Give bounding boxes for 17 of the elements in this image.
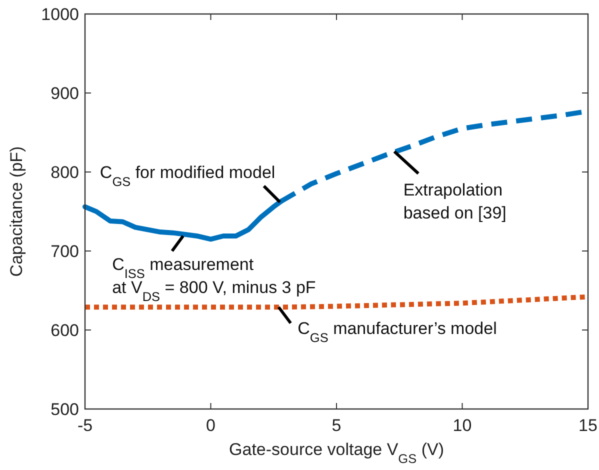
y-axis-title: Capacitance (pF): [7, 146, 26, 277]
annotation: C$_{ISS}$ measurement at V$_{DS}$ = 800 V, minus 3 pF: [112, 254, 316, 304]
x-tick-label: 5: [332, 416, 342, 435]
annotation: C$_{GS}$ for modified model: [100, 163, 276, 189]
annotation: C$_{GS}$ manufacturer’s model: [298, 319, 497, 345]
x-tick-label: 15: [578, 416, 598, 435]
x-tick-label: 10: [452, 416, 472, 435]
annotation: Extrapolation based on [39]: [403, 180, 506, 222]
x-tick-label: 0: [206, 416, 216, 435]
y-tick-label: 900: [50, 84, 79, 103]
y-tick-label: 700: [50, 242, 79, 261]
y-tick-label: 1000: [41, 5, 79, 24]
x-axis-title: Gate-source voltage V$_{GS}$ (V): [229, 440, 444, 466]
y-tick-label: 600: [50, 321, 79, 340]
x-tick-label: -5: [77, 416, 93, 435]
y-tick-label: 800: [50, 163, 79, 182]
y-tick-label: 500: [50, 400, 79, 419]
